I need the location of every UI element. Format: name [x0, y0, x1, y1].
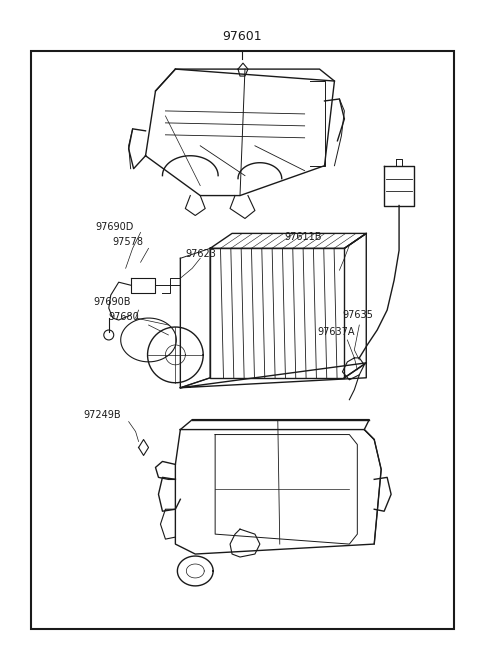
Text: 97578: 97578 [113, 237, 144, 247]
Text: 97623: 97623 [185, 249, 216, 260]
Text: 97690D: 97690D [96, 223, 134, 233]
Bar [31, 51, 454, 629]
Text: 97635: 97635 [342, 310, 373, 320]
Text: 97690B: 97690B [94, 297, 132, 307]
Text: 97601: 97601 [222, 30, 262, 43]
Text: 97249B: 97249B [83, 409, 120, 420]
Text: 97637A: 97637A [318, 327, 355, 337]
Text: 97680: 97680 [109, 312, 140, 322]
Text: 97611B: 97611B [285, 233, 322, 242]
